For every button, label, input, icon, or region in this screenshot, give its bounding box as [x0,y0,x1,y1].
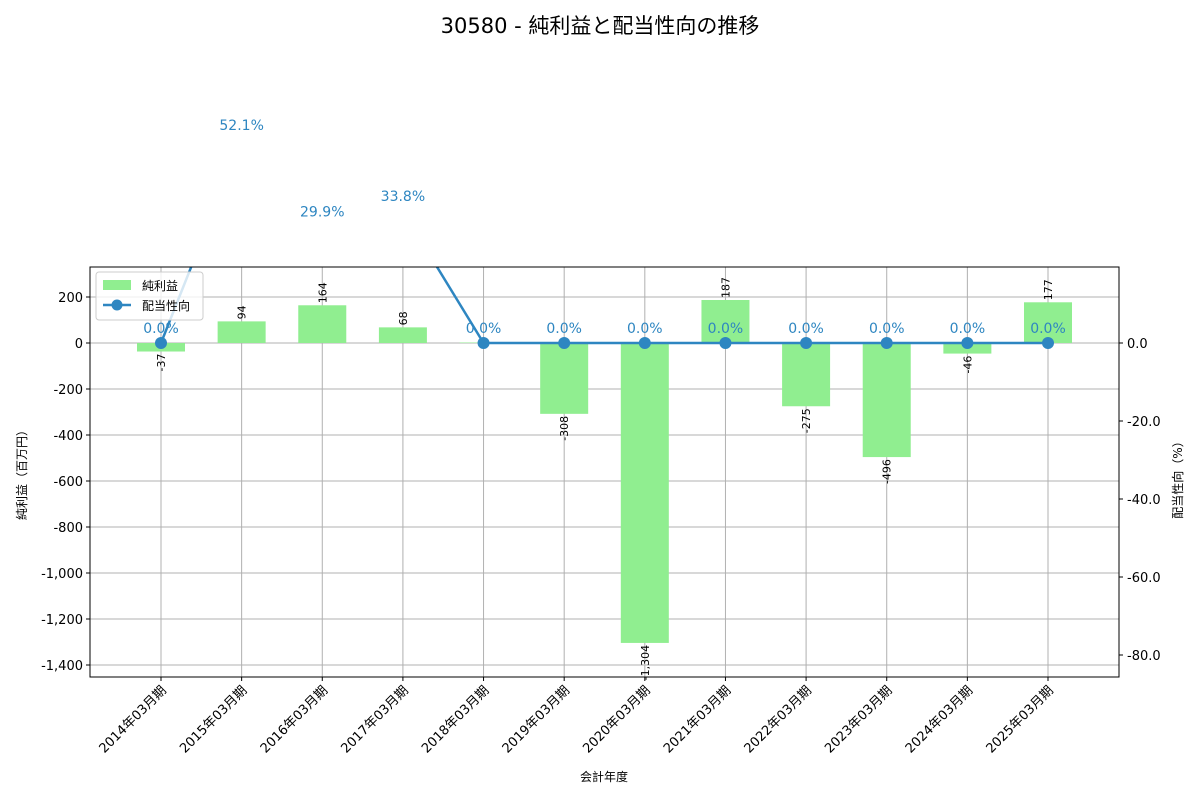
svg-text:2015年03月期: 2015年03月期 [177,683,250,756]
payout-ratio-label: 0.0% [708,321,744,337]
bar [217,321,266,343]
payout-ratio-label: 0.0% [143,321,179,337]
bar-series [137,299,1072,643]
payout-ratio-label: 0.0% [950,321,986,337]
svg-text:2019年03月期: 2019年03月期 [500,683,573,756]
svg-text:2017年03月期: 2017年03月期 [338,683,411,756]
line-series [155,267,1054,349]
x-axis-ticks: 2014年03月期 2015年03月期 2016年03月期 2017年03月期 2018… [97,677,1057,757]
line-marker [800,337,813,349]
svg-text:-600: -600 [53,475,83,490]
svg-text:2022年03月期: 2022年03月期 [742,683,815,756]
plot-frame [89,266,1120,678]
line-marker [1042,337,1054,349]
chart-title: 30580 - 純利益と配当性向の推移 [441,14,760,38]
svg-text:-200: -200 [53,383,83,398]
svg-text:2016年03月期: 2016年03月期 [258,683,331,756]
line-marker [477,337,490,349]
payout-ratio-label: 29.9% [300,204,344,220]
bar-value-label: 164 [316,282,329,303]
svg-text:2024年03月期: 2024年03月期 [903,683,976,756]
line-labels: 0.0% 52.1% 29.9% 33.8% 0.0% 0.0% 0.0% 0.0% 0.0% 0… [143,118,1066,337]
payout-ratio-label: 0.0% [869,321,905,337]
svg-text:2025年03月期: 2025年03月期 [984,683,1057,756]
bar-value-label: -275 [800,408,813,433]
svg-text:200: 200 [58,291,83,306]
bar-value-label: -1,304 [639,645,652,680]
legend-line-label: 配当性向 [142,298,190,313]
svg-text:-1,000: -1,000 [41,567,83,582]
left-axis-ticks: 200 0 -200 -400 -600 -800 -1,000 -1,200 -1,400 [41,291,90,674]
y2-axis-label: 配当性向（%） [1170,435,1185,518]
svg-text:-1,400: -1,400 [41,659,83,674]
bar [782,343,831,407]
right-axis-ticks: 0.0 -20.0 -40.0 -60.0 -80.0 [1119,337,1161,664]
svg-text:0.0: 0.0 [1127,337,1148,352]
line-marker [961,337,974,349]
legend-bar-label: 純利益 [142,279,178,293]
bar [701,299,750,343]
x-axis-label: 会計年度 [580,769,628,784]
payout-ratio-label: 0.0% [627,321,663,337]
bar [620,343,669,643]
line-marker [719,337,732,349]
svg-text:-20.0: -20.0 [1127,415,1161,430]
svg-text:-1,200: -1,200 [41,613,83,628]
legend-marker-icon [111,299,123,311]
bar-value-label: -46 [961,356,974,374]
bar [378,327,427,343]
bar [298,305,347,343]
payout-ratio-label: 0.0% [788,321,824,337]
payout-ratio-label: 0.0% [546,321,582,337]
svg-text:-800: -800 [53,521,83,536]
svg-text:2021年03月期: 2021年03月期 [661,683,734,756]
bar [862,343,911,458]
bar-value-label: 177 [1042,279,1055,300]
y-axis-label: 純利益（百万円） [15,424,29,520]
bar [1024,302,1072,343]
svg-text:0: 0 [75,337,83,352]
bar-value-label: 187 [719,277,732,298]
bar-value-label: 94 [236,305,249,319]
payout-ratio-label: 0.0% [1030,321,1066,337]
svg-text:2020年03月期: 2020年03月期 [580,683,653,756]
bar-value-label: -496 [881,459,894,484]
payout-ratio-label: 0.0% [466,321,502,337]
legend: 純利益 配当性向 [95,271,204,321]
line-marker [155,337,167,349]
payout-ratio-label: 33.8% [381,189,425,205]
bar-value-label: -308 [558,416,571,441]
bar-value-label: -37 [155,354,168,372]
payout-ratio-label: 52.1% [219,118,263,134]
svg-text:-60.0: -60.0 [1127,571,1161,586]
bar-labels: -37 94 164 68 -308 -1,304 187 -275 -496 -46 177 [155,277,1055,680]
bar-value-label: 68 [397,311,410,325]
line-marker [638,337,651,349]
line-marker [880,337,893,349]
svg-text:-40.0: -40.0 [1127,493,1161,508]
legend-bar-swatch [103,280,131,290]
svg-text:2014年03月期: 2014年03月期 [97,683,170,756]
svg-text:2018年03月期: 2018年03月期 [419,683,492,756]
line-marker [558,337,571,349]
bar [540,343,589,414]
svg-text:2023年03月期: 2023年03月期 [822,683,895,756]
svg-text:-400: -400 [53,429,83,444]
svg-text:-80.0: -80.0 [1127,649,1161,664]
